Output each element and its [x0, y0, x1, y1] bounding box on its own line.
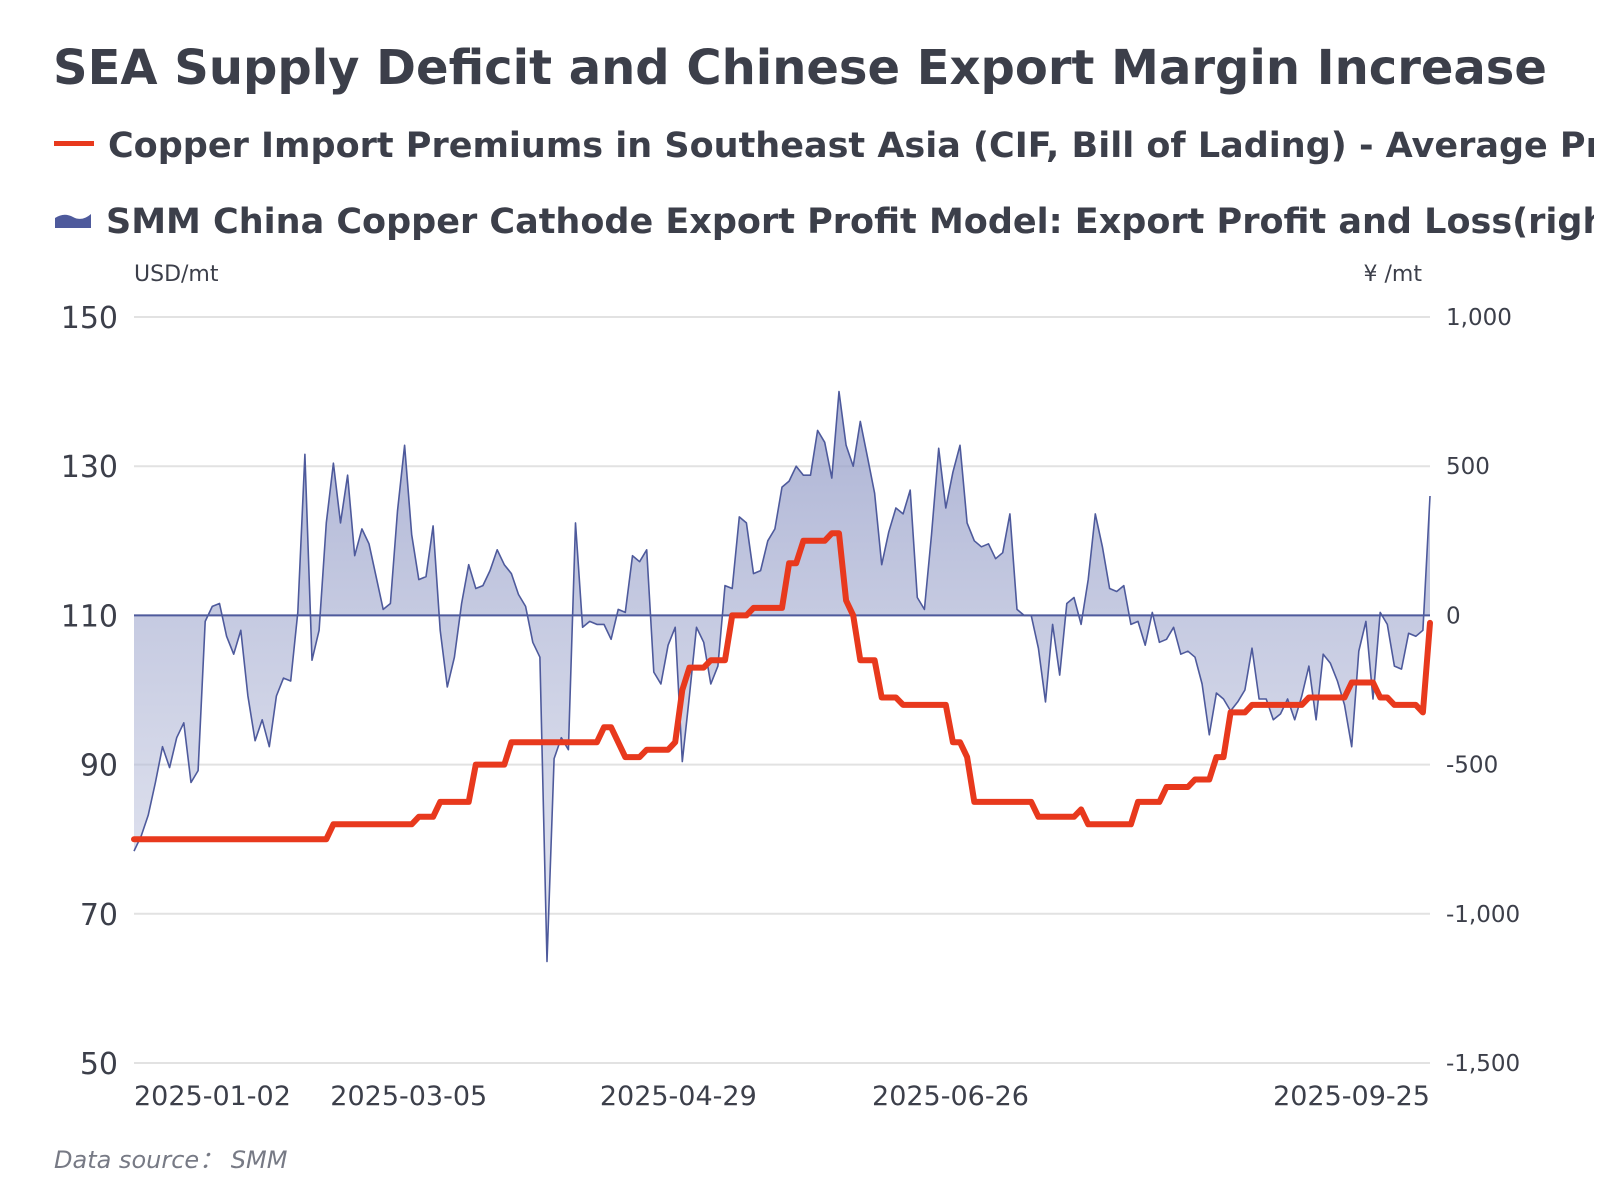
profit-area-fill [134, 391, 1430, 962]
left-axis-unit: USD/mt [134, 262, 219, 287]
legend-item-profit[interactable]: SMM China Copper Cathode Export Profit M… [54, 202, 1594, 242]
axis-ticks: 150 1,000 130 500 110 0 90 -500 70 -1,000 50 -1,500… [61, 301, 1520, 1112]
chart-title: SEA Supply Deficit and Chinese Export Ma… [53, 40, 1547, 96]
y-right-tick-label: -1,500 [1446, 1051, 1520, 1077]
y-right-tick-label: 500 [1446, 454, 1490, 480]
y-right-tick-label: -500 [1446, 753, 1498, 779]
right-axis-unit: ¥ /mt [1363, 262, 1422, 287]
x-tick-label: 2025-09-25 [1273, 1081, 1430, 1112]
data-source: Data source： SMM [54, 1146, 288, 1174]
y-left-tick-label: 150 [61, 301, 118, 336]
legend-label-profit: SMM China Copper Cathode Export Profit M… [106, 202, 1594, 242]
y-left-tick-label: 50 [80, 1047, 118, 1082]
y-right-tick-label: 0 [1446, 603, 1461, 629]
x-tick-label: 2025-01-02 [134, 1081, 291, 1112]
profit-line [133, 390, 1431, 963]
x-tick-label: 2025-03-05 [330, 1081, 487, 1112]
y-left-tick-label: 70 [80, 898, 118, 933]
profit-area-layer [133, 390, 1431, 963]
y-right-tick-label: -1,000 [1446, 902, 1520, 928]
premium-line [131, 530, 1433, 843]
y-right-tick-label: 1,000 [1446, 305, 1512, 331]
premium-line-layer [131, 530, 1433, 843]
x-tick-label: 2025-04-29 [600, 1081, 757, 1112]
legend-label-premium: Copper Import Premiums in Southeast Asia… [108, 126, 1594, 166]
y-left-tick-label: 90 [80, 749, 118, 784]
legend-area-swatch [55, 214, 91, 228]
x-tick-label: 2025-06-26 [872, 1081, 1029, 1112]
y-left-tick-label: 130 [61, 450, 118, 485]
legend-item-premium[interactable]: Copper Import Premiums in Southeast Asia… [54, 126, 1594, 166]
legend-line-swatch [54, 140, 94, 146]
y-left-tick-label: 110 [61, 599, 118, 634]
